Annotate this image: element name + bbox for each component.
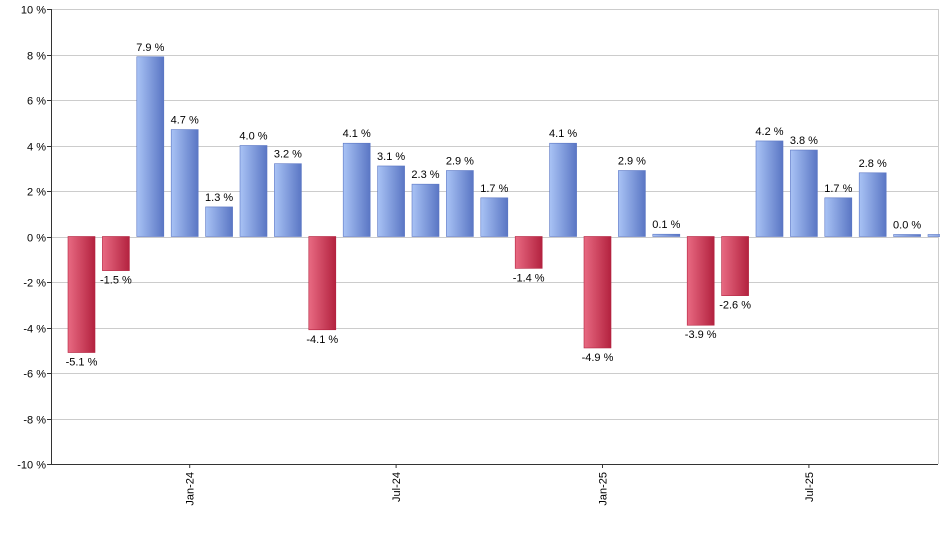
data-label: -3.9 % <box>685 329 717 341</box>
data-label: 0.1 % <box>652 219 680 231</box>
y-tick-label: -4 % <box>23 324 46 336</box>
bar-positive <box>790 149 818 237</box>
bar-positive <box>549 142 577 237</box>
y-tick-label: -6 % <box>23 369 46 381</box>
data-label: -2.6 % <box>719 300 751 312</box>
bar-positive <box>136 56 165 237</box>
bar-negative <box>67 236 96 353</box>
bar-negative <box>308 236 337 331</box>
data-labels: -5.1 % -1.5 % 7.9 % 4.7 % 1.3 % 4.0 % 3.2 % -4.… <box>66 42 922 369</box>
bar-positive <box>824 197 853 237</box>
y-tick-label: 0 % <box>27 233 46 245</box>
bar-negative <box>686 236 715 326</box>
bar-positive <box>652 233 681 237</box>
bar-positive <box>618 170 646 237</box>
data-label: 3.1 % <box>377 151 405 163</box>
x-tick-label: Jul-24 <box>391 472 403 502</box>
bars <box>67 56 940 353</box>
data-label: 7.9 % <box>136 42 164 54</box>
bar-negative <box>583 236 612 349</box>
bar-positive <box>858 172 887 237</box>
data-label: -5.1 % <box>66 357 98 369</box>
data-label: 4.7 % <box>171 115 199 127</box>
bar-positive <box>411 183 440 237</box>
y-tick-label: 8 % <box>27 51 46 63</box>
bar-positive <box>893 234 921 237</box>
y-tick-label: -2 % <box>23 278 46 290</box>
bar-positive <box>274 163 302 237</box>
data-label: 0.0 % <box>893 220 921 232</box>
bar-positive <box>170 129 199 237</box>
bar-positive <box>377 165 405 237</box>
bar-positive <box>755 140 784 237</box>
x-tick-label: Jan-25 <box>598 472 610 506</box>
bar-positive <box>342 142 371 237</box>
bar-negative <box>721 236 749 296</box>
bar-positive <box>446 170 474 237</box>
y-tick-label: 2 % <box>27 187 46 199</box>
data-label: 4.2 % <box>755 126 783 138</box>
data-label: 2.9 % <box>446 156 474 168</box>
y-tick-label: 10 % <box>21 5 46 17</box>
data-label: 1.7 % <box>824 183 852 195</box>
y-tick-label: -10 % <box>17 460 46 472</box>
data-label: 4.1 % <box>549 128 577 140</box>
data-label: 3.2 % <box>274 149 302 161</box>
y-tick-label: 4 % <box>27 142 46 154</box>
data-label: 1.7 % <box>480 183 508 195</box>
bar-positive <box>480 197 509 237</box>
bar-negative <box>102 236 130 271</box>
data-label: 2.8 % <box>859 158 887 170</box>
data-label: 4.1 % <box>343 128 371 140</box>
data-label: 4.0 % <box>239 131 267 143</box>
bar-positive <box>239 145 268 237</box>
data-label: -4.1 % <box>306 334 338 346</box>
bar-negative <box>514 236 543 269</box>
data-label: 2.9 % <box>618 156 646 168</box>
data-label: 2.3 % <box>411 169 439 181</box>
x-tick-label: Jan-24 <box>185 472 197 506</box>
data-label: 1.3 % <box>205 192 233 204</box>
data-label: 3.8 % <box>790 135 818 147</box>
data-label: -1.4 % <box>513 272 545 284</box>
y-tick-label: 6 % <box>27 96 46 108</box>
x-tick-label: Jul-25 <box>804 472 816 502</box>
bar-positive <box>927 234 940 237</box>
data-label: -1.5 % <box>100 275 132 287</box>
axes: 10 % 8 % 6 % 4 % 2 % 0 % -2 % -4 % -6 % -8 % -10 %… <box>17 5 938 506</box>
y-tick-label: -8 % <box>23 415 46 427</box>
bar-positive <box>205 206 233 237</box>
data-label: -4.9 % <box>582 352 614 364</box>
